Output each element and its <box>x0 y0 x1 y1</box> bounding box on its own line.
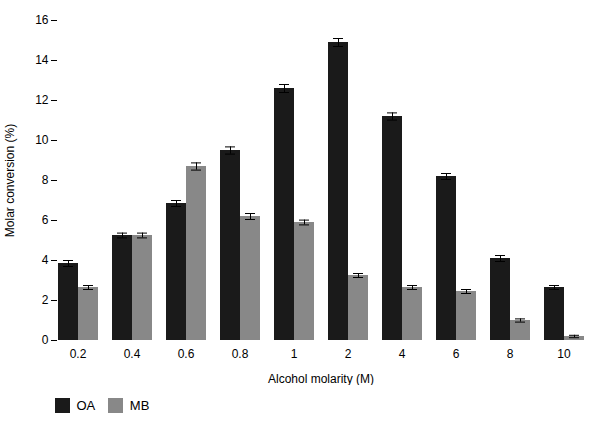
svg-text:0.8: 0.8 <box>232 347 249 361</box>
html-text:MB: MB <box>129 398 150 413</box>
svg-text:16: 16 <box>35 13 49 27</box>
svg-text:10: 10 <box>557 347 571 361</box>
svg-text:2: 2 <box>345 347 352 361</box>
svg-text:8: 8 <box>507 347 514 361</box>
svg-text:4: 4 <box>42 253 49 267</box>
html-text:OA: OA <box>76 398 96 413</box>
svg-text:12: 12 <box>35 93 49 107</box>
svg-text:10: 10 <box>35 133 49 147</box>
svg-text:1: 1 <box>291 347 298 361</box>
svg-text:Alcohol molarity (M): Alcohol molarity (M) <box>268 372 374 386</box>
svg-text:6: 6 <box>453 347 460 361</box>
svg-text:2: 2 <box>42 293 49 307</box>
svg-text:14: 14 <box>35 53 49 67</box>
svg-text:6: 6 <box>42 213 49 227</box>
svg-text:0.6: 0.6 <box>178 347 195 361</box>
svg-text:Molar conversion (%): Molar conversion (%) <box>3 124 17 237</box>
svg-text:0.2: 0.2 <box>70 347 87 361</box>
svg-text:0: 0 <box>42 333 49 347</box>
svg-text:0.4: 0.4 <box>124 347 141 361</box>
svg-text:8: 8 <box>42 173 49 187</box>
svg-text:4: 4 <box>399 347 406 361</box>
